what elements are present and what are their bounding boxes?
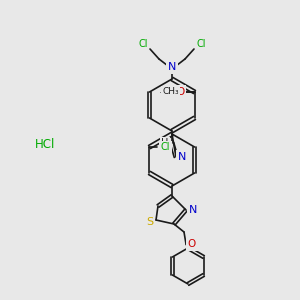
Text: methoxy: methoxy — [159, 92, 166, 93]
Text: N: N — [189, 205, 197, 215]
Text: H: H — [161, 138, 169, 148]
Text: Cl: Cl — [161, 142, 170, 152]
Text: N: N — [168, 62, 176, 72]
Text: O: O — [188, 239, 196, 249]
Text: S: S — [146, 217, 154, 227]
Text: N: N — [178, 152, 186, 162]
Text: O: O — [169, 87, 176, 97]
Text: HCl: HCl — [35, 139, 55, 152]
Text: CH₃: CH₃ — [163, 88, 179, 97]
Text: O: O — [176, 87, 184, 97]
Text: Cl: Cl — [196, 39, 206, 49]
Text: Cl: Cl — [138, 39, 148, 49]
